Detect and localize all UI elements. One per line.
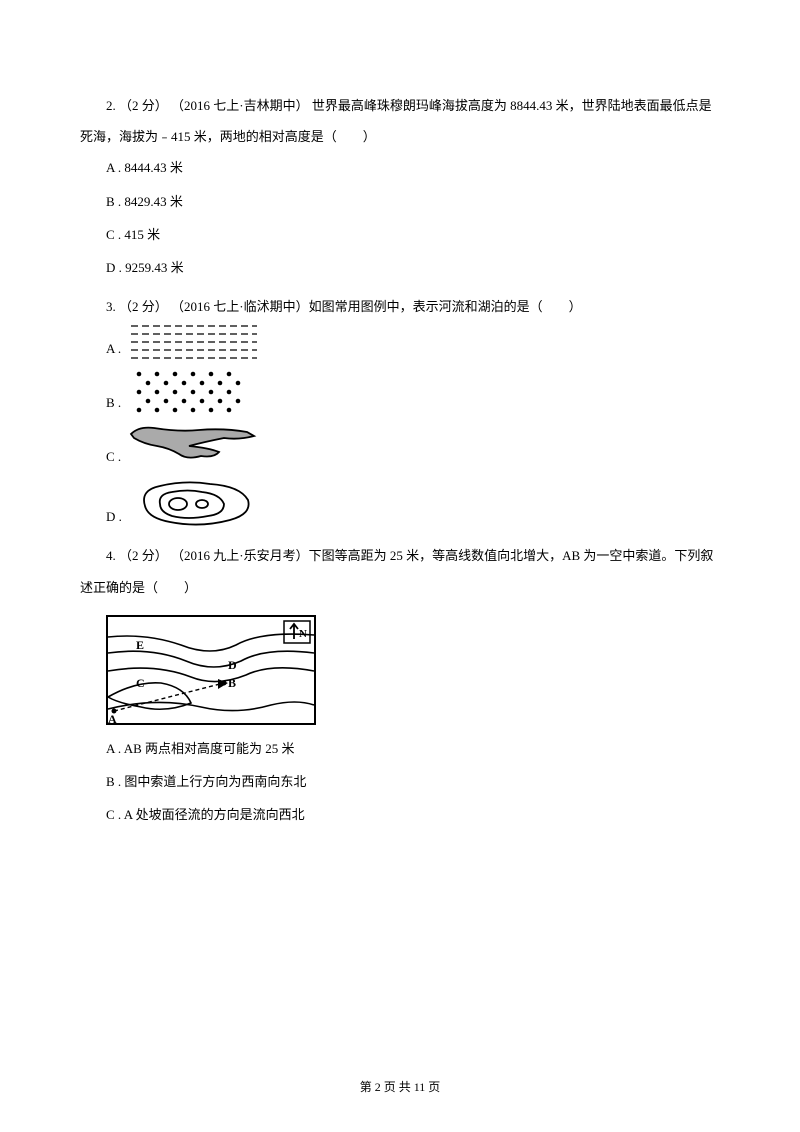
contour-map-icon: N E D C A B xyxy=(106,615,316,725)
q2-option-c: C . 415 米 xyxy=(80,219,720,250)
svg-text:B: B xyxy=(228,676,236,690)
svg-text:E: E xyxy=(136,638,144,652)
q3-option-d-label: D . xyxy=(80,501,122,532)
q3-option-d: D . xyxy=(80,476,720,532)
q4-figure: N E D C A B xyxy=(106,615,720,725)
contour-lines-icon xyxy=(130,476,260,532)
q3-option-c: C . xyxy=(80,422,720,472)
q3-option-a: A . xyxy=(80,322,720,364)
q2-option-d: D . 9259.43 米 xyxy=(80,252,720,283)
q3-option-a-label: A . xyxy=(80,333,121,364)
question-3: 3. （2 分） （2016 七上·临沭期中）如图常用图例中，表示河流和湖泊的是… xyxy=(80,291,720,532)
question-4: 4. （2 分） （2016 九上·乐安月考）下图等高距为 25 米，等高线数值… xyxy=(80,540,720,830)
q3-option-c-label: C . xyxy=(80,441,121,472)
svg-text:A: A xyxy=(108,712,117,725)
dashed-lines-icon xyxy=(129,322,259,364)
svg-text:C: C xyxy=(136,676,145,690)
q2-option-b: B . 8429.43 米 xyxy=(80,186,720,217)
question-2: 2. （2 分） （2016 七上·吉林期中） 世界最高峰珠穆朗玛峰海拔高度为 … xyxy=(80,90,720,283)
q4-option-b: B . 图中索道上行方向为西南向东北 xyxy=(80,766,720,797)
q3-option-b: B . xyxy=(80,368,720,418)
svg-text:D: D xyxy=(228,658,237,672)
question-3-text: 3. （2 分） （2016 七上·临沭期中）如图常用图例中，表示河流和湖泊的是… xyxy=(80,291,720,322)
q4-option-c: C . A 处坡面径流的方向是流向西北 xyxy=(80,799,720,830)
q3-option-b-label: B . xyxy=(80,387,121,418)
river-lake-icon xyxy=(129,422,259,472)
question-2-text: 2. （2 分） （2016 七上·吉林期中） 世界最高峰珠穆朗玛峰海拔高度为 … xyxy=(80,90,720,152)
dots-pattern-icon xyxy=(129,368,249,418)
q4-option-a: A . AB 两点相对高度可能为 25 米 xyxy=(80,733,720,764)
page-footer: 第 2 页 共 11 页 xyxy=(0,1073,800,1102)
q2-option-a: A . 8444.43 米 xyxy=(80,152,720,183)
question-4-text: 4. （2 分） （2016 九上·乐安月考）下图等高距为 25 米，等高线数值… xyxy=(80,540,720,602)
